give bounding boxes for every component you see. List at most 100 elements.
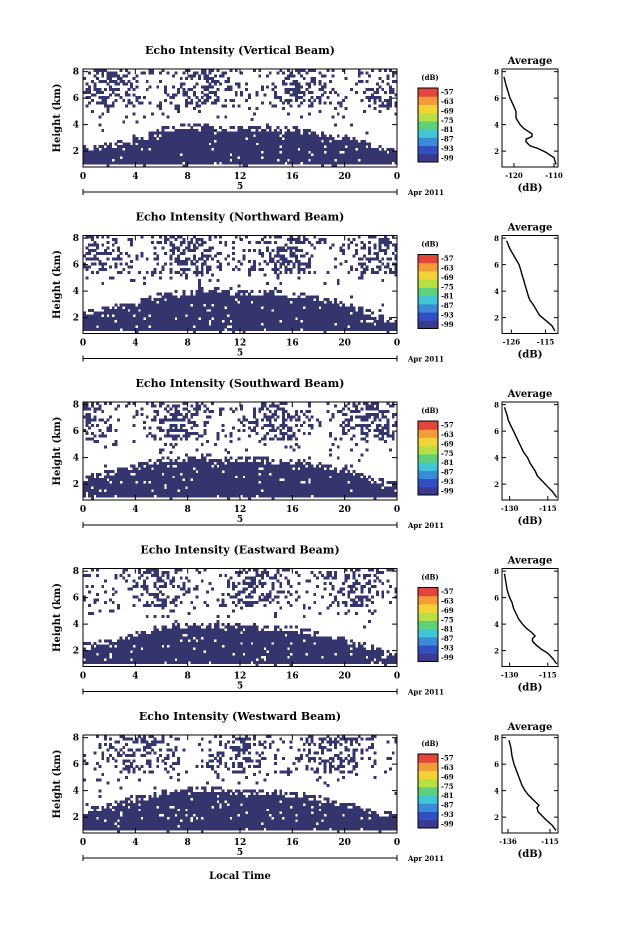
echo-cell — [318, 142, 322, 146]
echo-cell — [143, 150, 147, 154]
echo-cell — [219, 309, 222, 313]
echo-cell — [260, 461, 264, 465]
echo-cell — [224, 158, 228, 162]
echo-cell — [185, 429, 188, 433]
echo-cell — [211, 461, 215, 465]
echo-cell — [169, 150, 173, 154]
echo-cell — [279, 295, 283, 299]
echo-cell — [171, 300, 175, 304]
echo-cell — [198, 489, 202, 493]
colorbar-segment — [418, 254, 438, 264]
echo-cell — [349, 317, 353, 321]
echo-cell — [88, 475, 92, 479]
echo-cell — [182, 134, 186, 138]
echo-cell — [185, 491, 188, 495]
echo-cell — [237, 295, 241, 299]
echo-cell — [119, 147, 123, 151]
echo-cell — [158, 158, 162, 162]
echo-cell — [216, 491, 220, 495]
echo-cell — [153, 270, 157, 274]
echo-cell — [294, 303, 298, 307]
echo-cell — [148, 491, 152, 495]
echo-cell — [132, 150, 136, 154]
echo-cell — [182, 429, 186, 433]
echo-cell — [292, 161, 296, 165]
echo-cell — [281, 139, 285, 143]
echo-cell — [200, 292, 204, 296]
echo-cell — [127, 472, 131, 476]
echo-cell — [386, 243, 390, 247]
echo-cell — [318, 71, 322, 75]
echo-cell — [323, 158, 327, 162]
echo-cell — [260, 298, 264, 302]
echo-cell — [182, 306, 186, 310]
echo-cell — [195, 306, 199, 310]
echo-cell — [260, 128, 264, 132]
echo-cell — [378, 314, 382, 318]
echo-cell — [179, 486, 183, 490]
echo-cell — [135, 470, 139, 474]
echo-cell — [88, 322, 92, 326]
echo-cell — [226, 158, 230, 162]
echo-cell — [83, 319, 86, 323]
echo-cell — [347, 319, 351, 323]
echo-cell — [305, 139, 309, 143]
echo-cell — [240, 300, 243, 304]
echo-cell — [328, 147, 332, 151]
echo-cell — [247, 472, 251, 476]
echo-cell — [151, 71, 154, 75]
echo-cell — [289, 311, 293, 315]
echo-cell — [205, 489, 209, 493]
echo-cell — [253, 161, 256, 165]
echo-cell — [331, 311, 335, 315]
echo-cell — [274, 317, 277, 321]
echo-cell — [294, 309, 298, 313]
echo-cell — [368, 328, 372, 332]
echo-cell — [103, 328, 107, 332]
echo-cell — [297, 260, 301, 264]
echo-cell — [381, 257, 385, 261]
echo-cell — [130, 243, 134, 247]
echo-cell — [122, 467, 126, 471]
echo-cell — [213, 467, 217, 471]
echo-cell — [247, 478, 251, 482]
echo-cell — [344, 317, 348, 321]
echo-cell — [132, 423, 136, 427]
echo-cell — [232, 156, 236, 160]
echo-cell — [258, 158, 262, 162]
echo-cell — [383, 69, 387, 73]
echo-cell — [177, 161, 181, 165]
echo-cell — [174, 104, 178, 108]
echo-cell — [182, 128, 186, 132]
echo-cell — [195, 311, 199, 315]
echo-cell — [111, 150, 115, 154]
echo-cell — [153, 317, 157, 321]
echo-cell — [250, 142, 254, 146]
echo-cell — [98, 262, 102, 266]
echo-cell — [258, 289, 262, 293]
echo-cell — [308, 156, 311, 160]
echo-cell — [83, 314, 86, 318]
echo-cell — [260, 251, 264, 255]
echo-cell — [308, 142, 311, 146]
echo-cell — [297, 240, 301, 244]
echo-cell — [271, 131, 275, 135]
echo-cell — [156, 480, 160, 484]
echo-cell — [98, 161, 102, 165]
echo-cell — [331, 161, 335, 165]
echo-cell — [255, 139, 259, 143]
echo-cell — [174, 429, 178, 433]
echo-cell — [211, 126, 215, 130]
echo-cell — [185, 467, 188, 471]
echo-cell — [151, 150, 154, 154]
echo-cell — [98, 153, 102, 157]
echo-cell — [205, 137, 209, 141]
echo-cell — [224, 243, 228, 247]
echo-cell — [166, 295, 170, 299]
echo-cell — [315, 317, 319, 321]
echo-cell — [161, 475, 165, 479]
echo-cell — [192, 314, 196, 318]
echo-cell — [292, 328, 296, 332]
echo-cell — [101, 158, 105, 162]
echo-cell — [224, 142, 228, 146]
